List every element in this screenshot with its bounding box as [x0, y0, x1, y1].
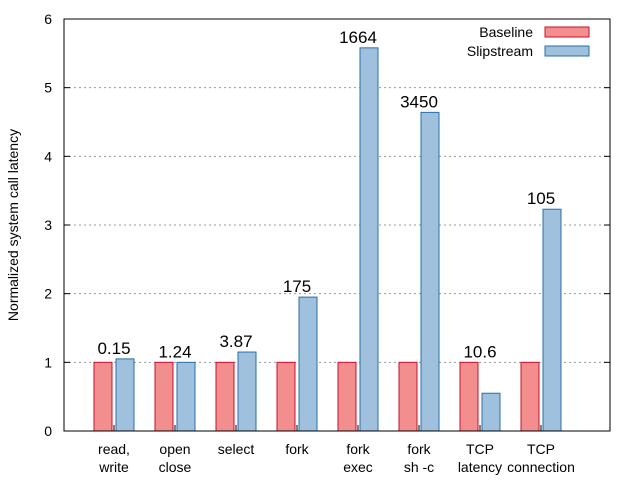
y-tick-label: 0	[44, 423, 52, 439]
bar-slipstream	[237, 351, 257, 432]
bar-slipstream	[420, 111, 440, 432]
y-axis: 0 1 2 3 4 5 6	[44, 11, 610, 439]
data-label: 1664	[339, 28, 377, 47]
legend-label: Baseline	[479, 24, 533, 40]
y-axis-label: Normalized system call latency	[5, 129, 21, 321]
bar-slipstream	[298, 296, 318, 432]
legend-swatch	[544, 45, 590, 57]
x-tick-label: fork	[407, 441, 431, 457]
legend-swatch	[544, 26, 590, 38]
bar-slipstream	[542, 208, 562, 432]
bar-baseline	[93, 361, 113, 432]
bar-baseline	[215, 361, 235, 432]
bar-annotations: 0.15 1.24 3.87 175 1664 3450 10.6 105	[97, 28, 555, 361]
bars	[93, 47, 562, 432]
legend-label: Slipstream	[467, 43, 533, 59]
x-tick-label: select	[218, 441, 255, 457]
x-tick-label: fork	[346, 441, 370, 457]
bar-baseline	[520, 361, 540, 432]
data-label: 3.87	[219, 332, 252, 351]
x-tick-label: latency	[458, 459, 502, 475]
x-tick-label: TCP	[466, 441, 494, 457]
y-tick-label: 3	[44, 217, 52, 233]
bar-slipstream	[176, 361, 196, 432]
bar-baseline	[337, 361, 357, 432]
x-tick-label: TCP	[527, 441, 555, 457]
legend: Baseline Slipstream	[467, 24, 590, 59]
data-label: 1.24	[158, 342, 191, 361]
x-tick-label: fork	[285, 441, 309, 457]
x-tick-label: exec	[343, 459, 373, 475]
bar-slipstream	[359, 47, 379, 432]
y-tick-label: 4	[44, 148, 52, 164]
y-tick-label: 6	[44, 11, 52, 27]
x-tick-label: connection	[507, 459, 575, 475]
bar-slipstream	[481, 392, 501, 432]
data-label: 3450	[400, 92, 438, 111]
data-label: 10.6	[463, 342, 496, 361]
x-tick-label: read,	[98, 441, 130, 457]
y-tick-label: 2	[44, 286, 52, 302]
x-axis: read, write open close select fork fork exec for…	[98, 425, 575, 475]
data-label: 175	[283, 277, 311, 296]
grid-lines	[64, 87, 610, 363]
bar-baseline	[276, 361, 296, 432]
y-tick-label: 5	[44, 80, 52, 96]
bar-baseline	[398, 361, 418, 432]
bar-baseline	[154, 361, 174, 432]
bar-baseline	[459, 361, 479, 432]
x-tick-label: close	[159, 459, 192, 475]
data-label: 0.15	[97, 339, 130, 358]
x-tick-label: open	[159, 441, 190, 457]
x-tick-label: sh -c	[404, 459, 434, 475]
data-label: 105	[527, 189, 555, 208]
x-tick-label: write	[98, 459, 129, 475]
y-tick-label: 1	[44, 354, 52, 370]
bar-slipstream	[115, 358, 135, 432]
